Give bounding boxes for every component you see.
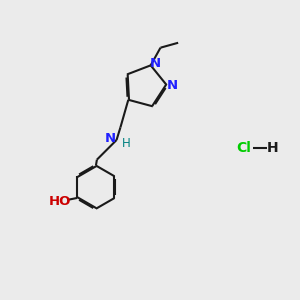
Text: H: H	[122, 137, 131, 151]
Text: H: H	[267, 141, 278, 155]
Text: Cl: Cl	[236, 141, 251, 155]
Text: N: N	[167, 79, 178, 92]
Text: HO: HO	[48, 195, 71, 208]
Text: N: N	[149, 57, 161, 70]
Text: N: N	[105, 132, 116, 145]
